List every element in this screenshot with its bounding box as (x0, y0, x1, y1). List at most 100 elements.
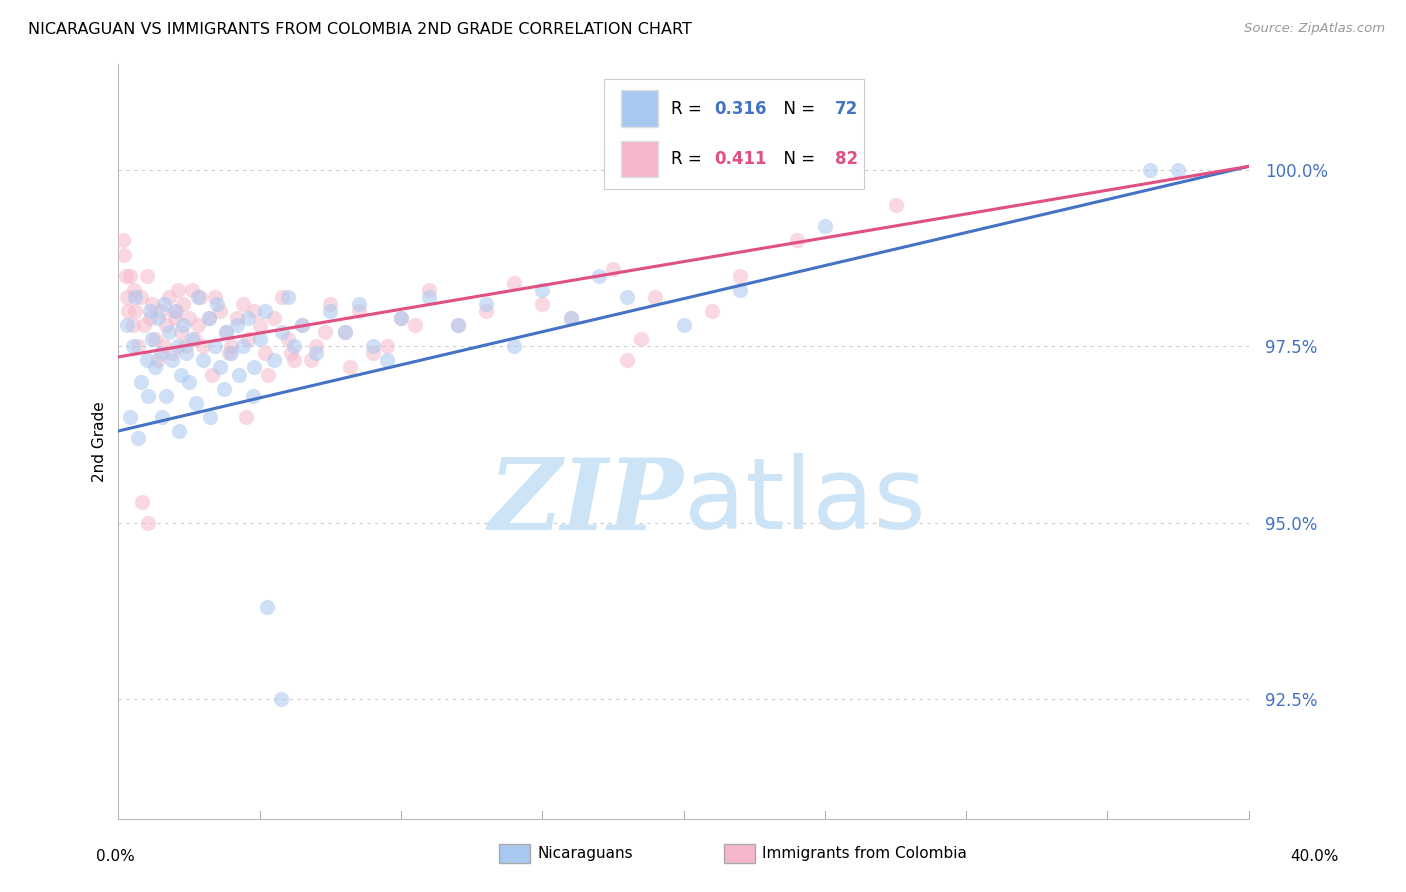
Point (404, 318, 426, 332)
Point (280, 346, 302, 360)
Point (672, 318, 695, 332)
Point (201, 368, 224, 382)
Point (277, 290, 299, 304)
Point (209, 360, 232, 375)
Point (157, 290, 180, 304)
Point (305, 346, 328, 360)
Point (184, 332, 207, 346)
Text: NICARAGUAN VS IMMIGRANTS FROM COLOMBIA 2ND GRADE CORRELATION CHART: NICARAGUAN VS IMMIGRANTS FROM COLOMBIA 2… (28, 22, 692, 37)
Point (172, 297, 194, 311)
Point (616, 353, 638, 368)
Point (177, 375, 200, 389)
Point (235, 409, 257, 424)
Point (389, 311, 412, 326)
Point (291, 318, 314, 332)
Point (243, 360, 266, 375)
Text: 40.0%: 40.0% (1291, 849, 1339, 864)
Point (630, 332, 652, 346)
Point (602, 261, 624, 276)
Point (177, 311, 200, 326)
Point (271, 290, 294, 304)
Point (814, 219, 837, 234)
Point (146, 311, 169, 326)
Point (560, 311, 582, 326)
Point (152, 297, 174, 311)
Point (174, 346, 197, 360)
Point (588, 268, 610, 283)
Point (446, 318, 468, 332)
Point (169, 325, 191, 339)
Point (198, 311, 221, 326)
Point (187, 318, 209, 332)
Point (129, 375, 152, 389)
Point (157, 325, 180, 339)
Point (198, 311, 221, 326)
Point (271, 325, 294, 339)
Point (124, 304, 146, 318)
Point (129, 290, 152, 304)
Point (319, 297, 342, 311)
Point (475, 304, 498, 318)
Point (418, 290, 440, 304)
Point (254, 304, 277, 318)
Point (221, 346, 243, 360)
Text: 0.316: 0.316 (714, 100, 766, 118)
Point (209, 304, 232, 318)
Point (644, 290, 666, 304)
Point (112, 247, 135, 261)
Point (132, 318, 155, 332)
Point (347, 297, 370, 311)
Point (319, 304, 342, 318)
Point (131, 494, 153, 508)
Point (180, 332, 202, 346)
Point (305, 339, 328, 353)
Point (375, 339, 398, 353)
Point (616, 290, 638, 304)
Point (884, 198, 907, 212)
Point (193, 339, 215, 353)
Point (560, 311, 582, 326)
Point (257, 368, 280, 382)
Point (121, 318, 143, 332)
Point (143, 360, 166, 375)
Point (190, 290, 212, 304)
Point (299, 353, 322, 368)
Point (339, 360, 361, 375)
Text: 0.0%: 0.0% (96, 849, 135, 864)
Point (114, 268, 136, 283)
Point (146, 353, 169, 368)
Point (375, 353, 398, 368)
Text: ZIP: ZIP (489, 454, 683, 550)
Point (786, 234, 808, 248)
Point (243, 304, 266, 318)
Y-axis label: 2nd Grade: 2nd Grade (93, 401, 107, 482)
Point (118, 409, 141, 424)
Bar (621, 141, 658, 178)
Point (283, 339, 305, 353)
Point (700, 304, 723, 318)
Point (361, 339, 384, 353)
Point (204, 339, 226, 353)
Point (242, 389, 264, 403)
Point (122, 283, 145, 297)
Point (333, 325, 356, 339)
Text: R =: R = (671, 100, 707, 118)
Point (283, 353, 305, 368)
Point (238, 332, 260, 346)
Point (124, 290, 146, 304)
Point (118, 268, 141, 283)
Point (475, 297, 498, 311)
Point (214, 382, 236, 396)
Point (111, 234, 134, 248)
Point (150, 409, 173, 424)
Text: Nicaraguans: Nicaraguans (537, 847, 633, 861)
Bar (621, 90, 658, 127)
Point (291, 318, 314, 332)
Point (127, 431, 149, 445)
Point (187, 290, 209, 304)
Point (135, 353, 157, 368)
Point (249, 318, 271, 332)
Point (138, 311, 160, 326)
Point (531, 283, 554, 297)
Point (155, 318, 177, 332)
